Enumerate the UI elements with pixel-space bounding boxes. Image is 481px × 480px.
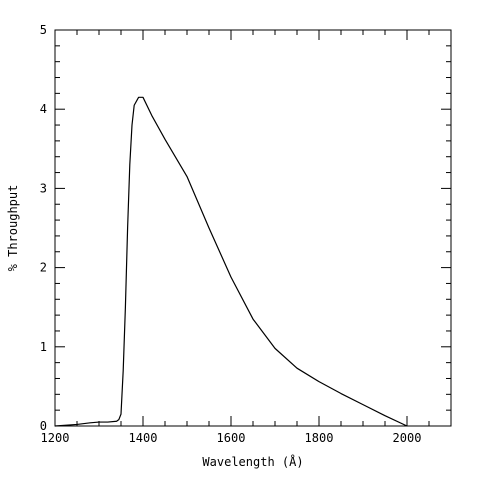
x-tick-labels: 1200 1400 1600 1800 2000 xyxy=(41,431,422,445)
axis-ticks xyxy=(54,29,452,427)
y-axis-label: % Throughput xyxy=(6,185,20,272)
x-tick-label: 1200 xyxy=(41,431,70,445)
y-tick-label: 2 xyxy=(40,261,47,275)
x-tick-label: 1400 xyxy=(129,431,158,445)
y-tick-labels: 0 1 2 3 4 5 xyxy=(40,23,47,433)
y-tick-label: 5 xyxy=(40,23,47,37)
x-tick-label: 2000 xyxy=(393,431,422,445)
y-tick-label: 0 xyxy=(40,419,47,433)
x-axis-label: Wavelength (Å) xyxy=(202,454,303,469)
y-tick-label: 4 xyxy=(40,102,47,116)
y-tick-label: 3 xyxy=(40,181,47,195)
x-tick-label: 1600 xyxy=(217,431,246,445)
x-tick-label: 1800 xyxy=(305,431,334,445)
series-line-0 xyxy=(54,96,408,427)
y-tick-label: 1 xyxy=(40,340,47,354)
plot-frame xyxy=(54,29,452,427)
series-group xyxy=(54,96,408,427)
